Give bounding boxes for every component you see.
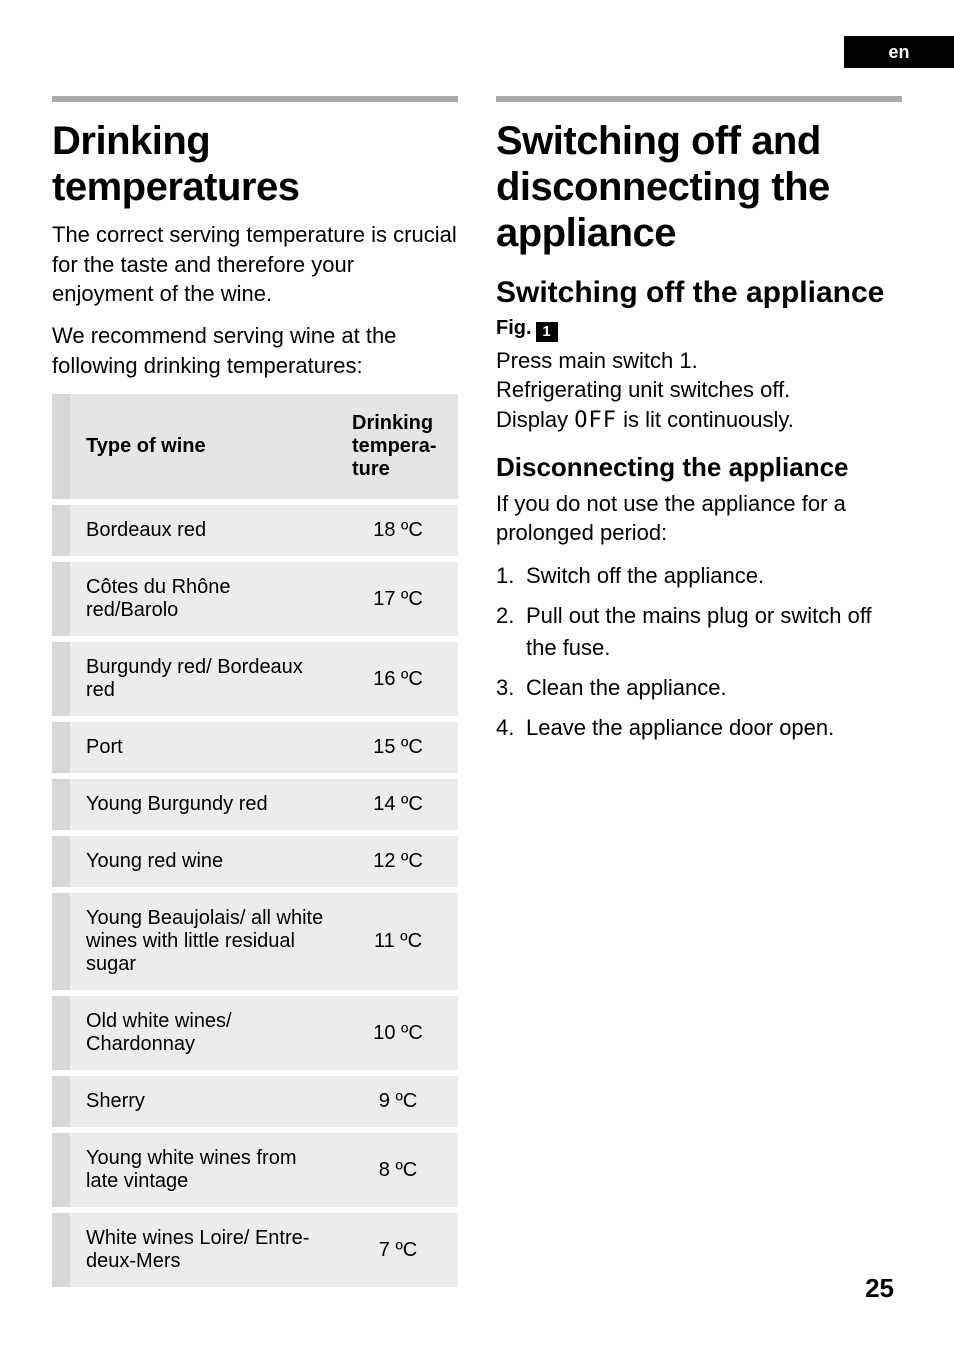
table-row: Burgundy red/ Bordeaux red16 ºC bbox=[52, 642, 458, 716]
columns: Drinking temperatures The correct servin… bbox=[52, 96, 902, 1287]
wine-temp-cell: 12 ºC bbox=[338, 836, 458, 887]
section-rule bbox=[496, 96, 902, 102]
wine-temp-cell: 10 ºC bbox=[338, 996, 458, 1070]
wine-type-cell: Port bbox=[52, 722, 338, 773]
table-row: Côtes du Rhône red/Barolo17 ºC bbox=[52, 562, 458, 636]
wine-temp-cell: 9 ºC bbox=[338, 1076, 458, 1127]
disconnect-intro: If you do not use the appliance for a pr… bbox=[496, 489, 902, 548]
subheading-switching-off: Switching off the appliance bbox=[496, 276, 902, 311]
wine-type-cell: Côtes du Rhône red/Barolo bbox=[52, 562, 338, 636]
intro-paragraph-1: The correct serving temperature is cruci… bbox=[52, 220, 458, 309]
text: Display bbox=[496, 407, 574, 432]
wine-temp-cell: 7 ºC bbox=[338, 1213, 458, 1287]
table-header-row: Type of wine Drinking tempera­ture bbox=[52, 394, 458, 499]
subheading-disconnecting: Disconnecting the appliance bbox=[496, 452, 902, 483]
list-item: Switch off the appliance. bbox=[496, 560, 902, 592]
table-row: Young white wines from late vintage8 ºC bbox=[52, 1133, 458, 1207]
text: . bbox=[692, 348, 698, 373]
wine-temp-cell: 8 ºC bbox=[338, 1133, 458, 1207]
wine-type-cell: Young white wines from late vintage bbox=[52, 1133, 338, 1207]
fig-label: Fig. bbox=[496, 317, 532, 339]
wine-type-cell: Sherry bbox=[52, 1076, 338, 1127]
list-item: Leave the appliance door open. bbox=[496, 712, 902, 744]
intro-paragraph-2: We recommend serving wine at the followi… bbox=[52, 321, 458, 380]
wine-temp-cell: 17 ºC bbox=[338, 562, 458, 636]
heading-switching-off: Switching off and disconnecting the appl… bbox=[496, 118, 902, 256]
list-item: Clean the appliance. bbox=[496, 672, 902, 704]
table-row: White wines Loire/ Entre-deux-Mers7 ºC bbox=[52, 1213, 458, 1287]
display-off-text: OFF bbox=[574, 408, 617, 433]
table-row: Port15 ºC bbox=[52, 722, 458, 773]
heading-drinking-temperatures: Drinking temperatures bbox=[52, 118, 458, 210]
section-rule bbox=[52, 96, 458, 102]
col-header-temp: Drinking tempera­ture bbox=[338, 394, 458, 499]
col-header-type: Type of wine bbox=[52, 394, 338, 499]
text: Press main switch bbox=[496, 348, 679, 373]
text: Refrigerating unit switches off. bbox=[496, 377, 790, 402]
table-row: Bordeaux red18 ºC bbox=[52, 505, 458, 556]
wine-type-cell: White wines Loire/ Entre-deux-Mers bbox=[52, 1213, 338, 1287]
wine-type-cell: Old white wines/ Chardonnay bbox=[52, 996, 338, 1070]
text: is lit continuously. bbox=[617, 407, 794, 432]
table-row: Young Burgundy red14 ºC bbox=[52, 779, 458, 830]
table-row: Young red wine12 ºC bbox=[52, 836, 458, 887]
wine-temp-cell: 16 ºC bbox=[338, 642, 458, 716]
wine-type-cell: Bordeaux red bbox=[52, 505, 338, 556]
wine-temperature-table: Type of wine Drinking tempera­ture Borde… bbox=[52, 394, 458, 1287]
wine-type-cell: Burgundy red/ Bordeaux red bbox=[52, 642, 338, 716]
wine-temp-cell: 15 ºC bbox=[338, 722, 458, 773]
main-switch-number: 1 bbox=[679, 348, 691, 373]
wine-temp-cell: 14 ºC bbox=[338, 779, 458, 830]
list-item: Pull out the mains plug or switch off th… bbox=[496, 600, 902, 664]
right-column: Switching off and disconnecting the appl… bbox=[496, 96, 902, 1287]
wine-type-cell: Young Burgundy red bbox=[52, 779, 338, 830]
table-row: Young Beaujolais/ all white wines with l… bbox=[52, 893, 458, 990]
page: en Drinking temperatures The correct ser… bbox=[0, 0, 954, 1354]
wine-temp-cell: 11 ºC bbox=[338, 893, 458, 990]
wine-type-cell: Young red wine bbox=[52, 836, 338, 887]
page-number: 25 bbox=[865, 1273, 894, 1304]
figure-reference: Fig.1 bbox=[496, 317, 902, 342]
left-column: Drinking temperatures The correct servin… bbox=[52, 96, 458, 1287]
language-tab: en bbox=[844, 36, 954, 68]
fig-number-box: 1 bbox=[536, 322, 558, 342]
table-row: Old white wines/ Chardonnay10 ºC bbox=[52, 996, 458, 1070]
switch-off-instructions: Press main switch 1. Refrigerating unit … bbox=[496, 346, 902, 436]
wine-type-cell: Young Beaujolais/ all white wines with l… bbox=[52, 893, 338, 990]
table-row: Sherry9 ºC bbox=[52, 1076, 458, 1127]
disconnect-steps-list: Switch off the appliance. Pull out the ma… bbox=[496, 560, 902, 743]
wine-temp-cell: 18 ºC bbox=[338, 505, 458, 556]
